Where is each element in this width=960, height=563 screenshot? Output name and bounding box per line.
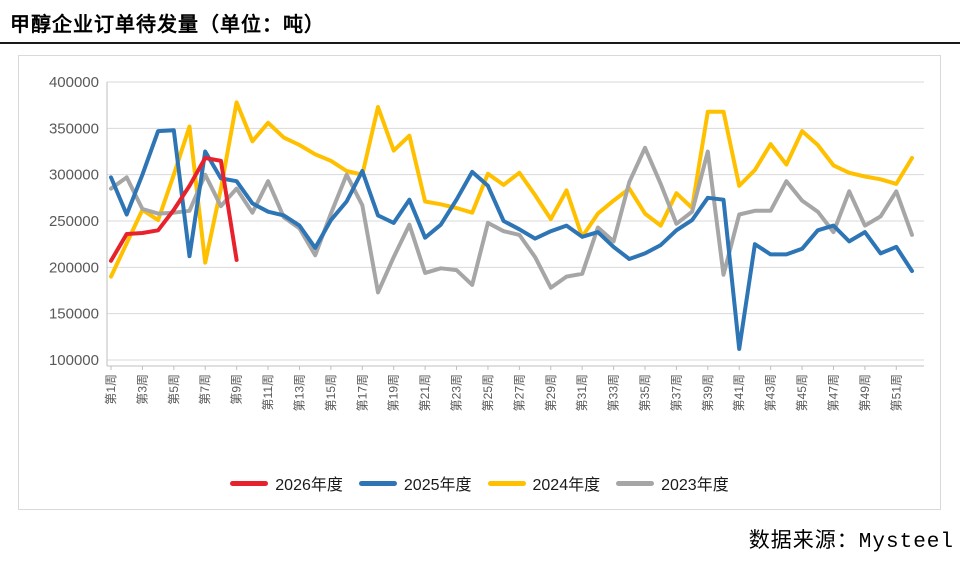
x-tick-label: 第11周	[261, 374, 275, 410]
x-tick-label: 第51周	[889, 374, 903, 411]
legend-item-2025年度[interactable]: 2025年度	[358, 471, 472, 495]
y-tick-label: 400000	[49, 74, 99, 91]
x-tick-label: 第17周	[355, 374, 369, 411]
legend-swatch	[487, 480, 526, 486]
x-tick-label: 第1周	[104, 374, 118, 405]
y-tick-label: 150000	[49, 306, 99, 323]
axes	[106, 82, 924, 367]
legend-label: 2024年度	[532, 477, 601, 494]
legend-label: 2025年度	[403, 477, 472, 494]
x-tick-label: 第31周	[575, 374, 589, 411]
y-tick-label: 100000	[49, 352, 99, 369]
line-chart: 400000 350000 300000 250000 200000 150000 1000…	[49, 74, 924, 411]
x-tick-label: 第41周	[732, 374, 746, 411]
x-tick-label: 第29周	[544, 374, 558, 411]
x-tick-label: 第23周	[450, 374, 464, 411]
y-tick-label: 350000	[49, 120, 99, 137]
x-tick-label: 第3周	[135, 374, 149, 405]
x-tick-label: 第43周	[764, 374, 778, 411]
x-tick-label: 第21周	[418, 374, 432, 411]
y-tick-label: 300000	[49, 167, 99, 184]
legend-swatch	[230, 480, 269, 486]
legend-item-2026年度[interactable]: 2026年度	[230, 471, 343, 495]
title-divider	[0, 42, 960, 44]
x-tick-label: 第37周	[669, 374, 683, 411]
chart-legend: 2026年度 2025年度 2024年度 2023年度	[19, 471, 940, 495]
x-tick-label: 第5周	[167, 374, 181, 405]
x-tick-label: 第25周	[481, 374, 495, 411]
x-tick-label: 第47周	[826, 374, 840, 411]
x-tick-label: 第49周	[858, 374, 872, 411]
series-line-2023年度	[109, 145, 914, 295]
legend-label: 2026年度	[275, 477, 343, 494]
y-axis-tick-labels: 400000 350000 300000 250000 200000 150000 1000…	[49, 74, 99, 369]
x-tick-label: 第27周	[512, 374, 526, 411]
legend-swatch	[616, 480, 655, 486]
legend-item-2024年度[interactable]: 2024年度	[487, 471, 601, 495]
x-tick-label: 第15周	[324, 374, 338, 411]
series-line-2024年度	[109, 100, 914, 279]
series-line-2026年度	[109, 156, 239, 263]
chart-panel: 400000 350000 300000 250000 200000 150000 1000…	[18, 55, 941, 510]
x-tick-label: 第19周	[387, 374, 401, 411]
x-tick-label: 第35周	[638, 374, 652, 411]
x-tick-label: 第13周	[292, 374, 306, 411]
y-tick-label: 250000	[49, 213, 99, 230]
x-tick-label: 第39周	[701, 374, 715, 411]
x-axis-tick-labels: 第1周 第3周 第5周 第7周 第9周 第11周 第13周 第15周 第17周 第19周 第21周 第…	[104, 366, 903, 411]
x-tick-label: 第7周	[198, 374, 212, 405]
x-tick-label: 第9周	[230, 374, 244, 405]
legend-item-2023年度[interactable]: 2023年度	[616, 471, 729, 495]
x-tick-label: 第33周	[607, 374, 621, 411]
legend-label: 2023年度	[661, 477, 729, 494]
source-note: 数据来源：Mysteel	[748, 531, 954, 554]
series-line-2025年度	[109, 128, 914, 351]
y-tick-label: 200000	[49, 259, 99, 276]
legend-swatch	[358, 480, 397, 486]
x-tick-label: 第45周	[795, 374, 809, 411]
chart-title: 甲醇企业订单待发量（单位：吨）	[10, 14, 325, 36]
